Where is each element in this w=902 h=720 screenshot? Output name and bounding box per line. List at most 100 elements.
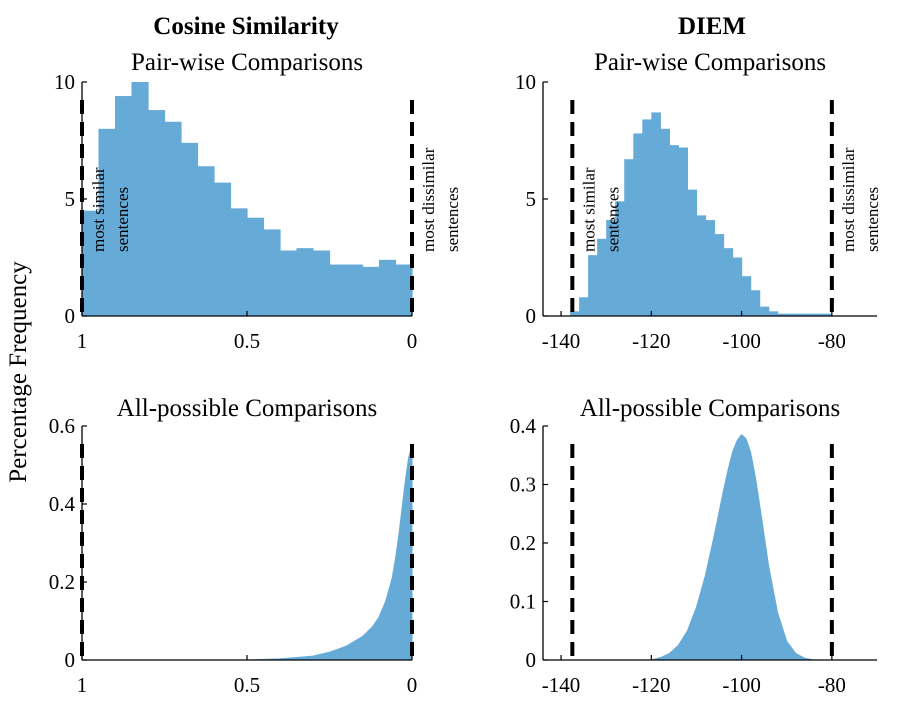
y-tick-label: 5 [526, 187, 537, 211]
x-tick-label: -140 [542, 329, 581, 353]
histogram-bar [98, 128, 116, 316]
histogram-bar [678, 147, 689, 316]
histogram-bar [804, 313, 815, 316]
x-tick-label: 0 [407, 673, 418, 697]
histogram-bar [615, 201, 625, 316]
histogram-bar [588, 255, 598, 316]
histogram-bar [606, 220, 616, 316]
x-tick-label: -120 [632, 329, 671, 353]
histogram-bar [714, 234, 725, 316]
histogram-bar [329, 264, 347, 316]
histogram-bar [131, 82, 149, 316]
y-tick-label: 0.1 [510, 590, 536, 614]
x-tick-label: -80 [818, 673, 846, 697]
histogram-bar [786, 313, 797, 316]
histogram-bar [696, 215, 707, 316]
x-tick-label: 0.5 [234, 673, 260, 697]
annotation-line: most dissimilar [839, 147, 858, 252]
histogram-bar [379, 259, 397, 316]
y-tick-label: 0.4 [49, 492, 76, 516]
y-tick-label: 0 [526, 304, 537, 328]
annotation-line: sentences [603, 187, 622, 252]
histogram-bar [777, 313, 788, 316]
histogram-bar [669, 145, 680, 316]
x-tick-label: -80 [818, 329, 846, 353]
density-area [246, 445, 413, 661]
histogram-bar [822, 313, 833, 316]
histogram-bar [181, 142, 199, 316]
chart-panel-2: All-possible Comparisons 0 0.2 0.4 0.6 1 0.5 0 [49, 395, 418, 697]
histogram-bar [687, 189, 698, 316]
histogram-bar [795, 313, 806, 316]
y-tick-label: 5 [65, 187, 76, 211]
histogram-bar [362, 266, 380, 316]
histogram-bar [597, 238, 607, 316]
chart-panel-1: Pair-wise Comparisons 0 5 10 -140 -120 -100 -80… [515, 49, 882, 353]
histogram-bar [642, 119, 652, 316]
x-tick-label: 1 [77, 329, 88, 353]
histogram-bar [705, 220, 716, 316]
x-tick-label: -120 [632, 673, 671, 697]
chart-panel-3: All-possible Comparisons 0 0.1 0.2 0.3 0.4 -14… [510, 395, 877, 697]
chart-subtitle: All-possible Comparisons [580, 395, 840, 422]
histogram-bar [579, 297, 589, 316]
y-tick-label: 0 [65, 304, 76, 328]
y-tick-label: 0 [65, 648, 76, 672]
histogram-bar [313, 250, 331, 316]
column-title-diem: DIEM [678, 13, 746, 40]
y-tick-label: 0.2 [49, 570, 75, 594]
y-tick-label: 0.6 [49, 414, 75, 438]
chart-subtitle: Pair-wise Comparisons [131, 49, 363, 76]
x-tick-label: -100 [722, 673, 761, 697]
column-title-cosine: Cosine Similarity [153, 13, 339, 40]
annotation-line: most dissimilar [419, 147, 438, 252]
annotation-line: sentences [863, 187, 882, 252]
histogram-bar [263, 229, 281, 316]
y-tick-label: 0.4 [510, 414, 537, 438]
annotation-line: sentences [113, 187, 132, 252]
threshold-annotation: most similar sentences [579, 167, 622, 252]
histogram-bar [624, 159, 634, 316]
y-tick-label: 10 [515, 70, 536, 94]
x-tick-label: 0 [407, 329, 418, 353]
histogram-bar [197, 166, 215, 316]
histogram-bar [164, 121, 182, 316]
histogram-bar [759, 306, 770, 316]
x-tick-label: 1 [77, 673, 88, 697]
annotation-line: most similar [579, 167, 598, 252]
histogram-bar [395, 264, 413, 316]
histogram-bar [296, 248, 314, 316]
histogram-bar [651, 112, 661, 316]
density-area [651, 434, 814, 661]
y-tick-label: 0.2 [510, 531, 536, 555]
histogram-bar [768, 311, 779, 316]
threshold-annotation: most dissimilar sentences [839, 147, 882, 252]
x-tick-label: -140 [542, 673, 581, 697]
histogram-bar [723, 248, 734, 316]
y-tick-label: 0.3 [510, 473, 536, 497]
y-tick-label: 10 [54, 70, 75, 94]
chart-subtitle: Pair-wise Comparisons [594, 49, 826, 76]
histogram-bar [280, 250, 298, 316]
chart-subtitle: All-possible Comparisons [117, 395, 377, 422]
histogram-bar [633, 133, 643, 316]
threshold-annotation: most dissimilar sentences [419, 147, 462, 252]
histogram-bar [148, 110, 166, 316]
histogram-bar [750, 290, 761, 316]
histogram-bar [247, 217, 265, 316]
histogram-bar [570, 311, 580, 316]
threshold-annotation: most similar sentences [89, 167, 132, 252]
y-tick-label: 0 [526, 648, 537, 672]
y-axis-label: Percentage Frequency [5, 261, 32, 483]
histogram-bar [115, 96, 133, 316]
histogram-bar [82, 210, 100, 316]
histogram-bar [214, 182, 232, 316]
histogram-bar [230, 208, 248, 316]
x-tick-label: -100 [722, 329, 761, 353]
annotation-line: sentences [443, 187, 462, 252]
x-tick-label: 0.5 [234, 329, 260, 353]
histogram-bar [741, 276, 752, 316]
histogram-bar [660, 128, 670, 316]
annotation-line: most similar [89, 167, 108, 252]
